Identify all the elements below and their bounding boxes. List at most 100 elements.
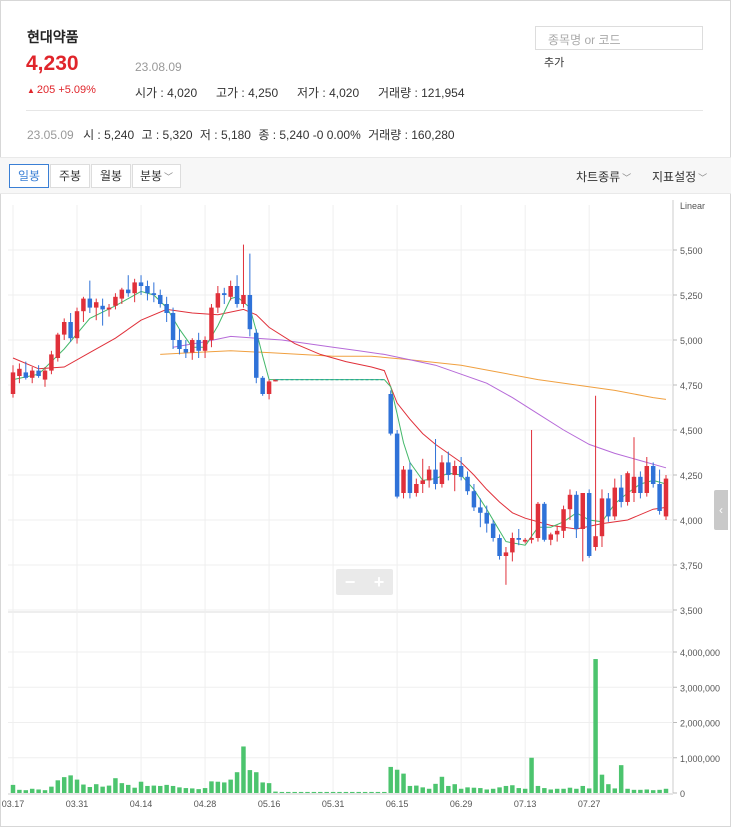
candle-body [606, 498, 611, 517]
chart-type-menu[interactable]: 차트종류 ﹀ [576, 168, 631, 185]
volume-bar [17, 789, 22, 793]
x-tick-label: 06.29 [450, 799, 473, 809]
volume-bar [55, 780, 61, 793]
candle-body [151, 293, 157, 295]
add-button[interactable]: 추가 [544, 57, 565, 69]
volume-bar [170, 785, 176, 793]
candle-body [17, 368, 22, 376]
candle-body [644, 466, 650, 493]
volume-bar [638, 789, 643, 793]
volume-bar [478, 788, 483, 793]
candle-body [663, 478, 669, 517]
price-tick-label: 5,000 [680, 336, 703, 346]
volume-bar [177, 787, 182, 793]
tab-daily[interactable]: 일봉 [9, 164, 49, 188]
volume-bar [74, 779, 80, 793]
volume-bar [292, 791, 297, 793]
volume-bar [414, 785, 419, 793]
candle-body [68, 322, 73, 339]
volume-bar [215, 781, 221, 793]
volume-bar [465, 787, 470, 793]
chart-type-label: 차트종류 [576, 170, 621, 184]
tab-monthly[interactable]: 월봉 [91, 164, 131, 188]
candle-body [484, 512, 489, 524]
x-tick-label: 07.27 [578, 799, 601, 809]
open-price: 시가 : 4,020 [135, 86, 198, 100]
volume-bar [324, 791, 329, 793]
candle-body [388, 394, 393, 434]
candle-body [618, 487, 624, 502]
candle-body [266, 381, 272, 394]
candle-body [183, 349, 189, 353]
volume-bar [580, 785, 586, 793]
candle-body [42, 370, 48, 380]
candle-body [254, 332, 259, 378]
candle-body [567, 494, 573, 510]
volume-bar [273, 791, 278, 793]
price-change: ▲ 205 +5.09% [27, 84, 96, 96]
volume-tick-label: 0 [680, 789, 685, 799]
candle-body [81, 298, 86, 312]
candle-body [599, 498, 605, 537]
ma60-line [172, 335, 667, 469]
volume-bar [158, 785, 163, 793]
candle-body [458, 466, 464, 477]
candle-body [10, 372, 16, 394]
candle-body [196, 340, 201, 351]
stock-name: 현대약품 [27, 29, 79, 45]
volume-bar [222, 782, 227, 793]
x-tick-label: 03.17 [2, 799, 25, 809]
volume-bar [93, 784, 99, 793]
zoom-control: − + [336, 569, 393, 595]
zoom-in-button[interactable]: + [373, 572, 385, 592]
volume-bar [298, 791, 304, 793]
scale-label: Linear [680, 201, 705, 211]
volume-bar [209, 781, 214, 793]
candle-body [61, 322, 67, 335]
ma120-line [160, 350, 667, 400]
indicator-menu[interactable]: 지표설정 ﹀ [652, 168, 707, 185]
candle-body [420, 480, 425, 484]
volume-bar [522, 788, 528, 793]
volume-bar [260, 782, 265, 793]
chevron-left-icon[interactable]: ‹ [714, 490, 728, 530]
price-date: 23.08.09 [135, 60, 182, 74]
candle-body [625, 473, 630, 502]
search-input[interactable]: 종목명 or 코드 [535, 26, 703, 50]
price-change-value: 205 +5.09% [36, 84, 96, 96]
candle-body [465, 476, 470, 492]
candle-body [87, 298, 93, 308]
candle-body [202, 340, 208, 351]
candle-body [23, 372, 29, 378]
volume-bar [23, 790, 29, 793]
prev-quote-low: 저 : 5,180 [199, 128, 251, 142]
volume-bar [305, 791, 310, 793]
volume-bar [452, 784, 457, 793]
chevron-down-icon: ﹀ [698, 173, 708, 183]
candle-body [580, 493, 586, 529]
volume-bar [369, 791, 374, 793]
volume-bar [401, 773, 406, 793]
candle-body [260, 377, 265, 394]
candle-body [510, 538, 515, 553]
tab-weekly[interactable]: 주봉 [50, 164, 90, 188]
zoom-out-button[interactable]: − [344, 572, 356, 592]
candle-body [401, 469, 406, 493]
candle-body [170, 313, 176, 340]
price-tick-label: 5,250 [680, 291, 703, 301]
volume-bar [337, 791, 342, 793]
volume-bar [106, 785, 112, 793]
volume-bar [119, 783, 125, 793]
price-tick-label: 4,750 [680, 381, 703, 391]
candle-body [446, 462, 451, 475]
tab-minute[interactable]: 분봉 ﹀ [132, 164, 181, 188]
volume-bar [254, 772, 259, 793]
candle-body [241, 295, 246, 304]
candle-body [100, 305, 105, 310]
volume-bar [554, 788, 560, 793]
candle-body [190, 340, 195, 353]
candle-body [132, 282, 137, 294]
volume-tick-label: 3,000,000 [680, 683, 720, 693]
volume-bar [535, 785, 541, 793]
